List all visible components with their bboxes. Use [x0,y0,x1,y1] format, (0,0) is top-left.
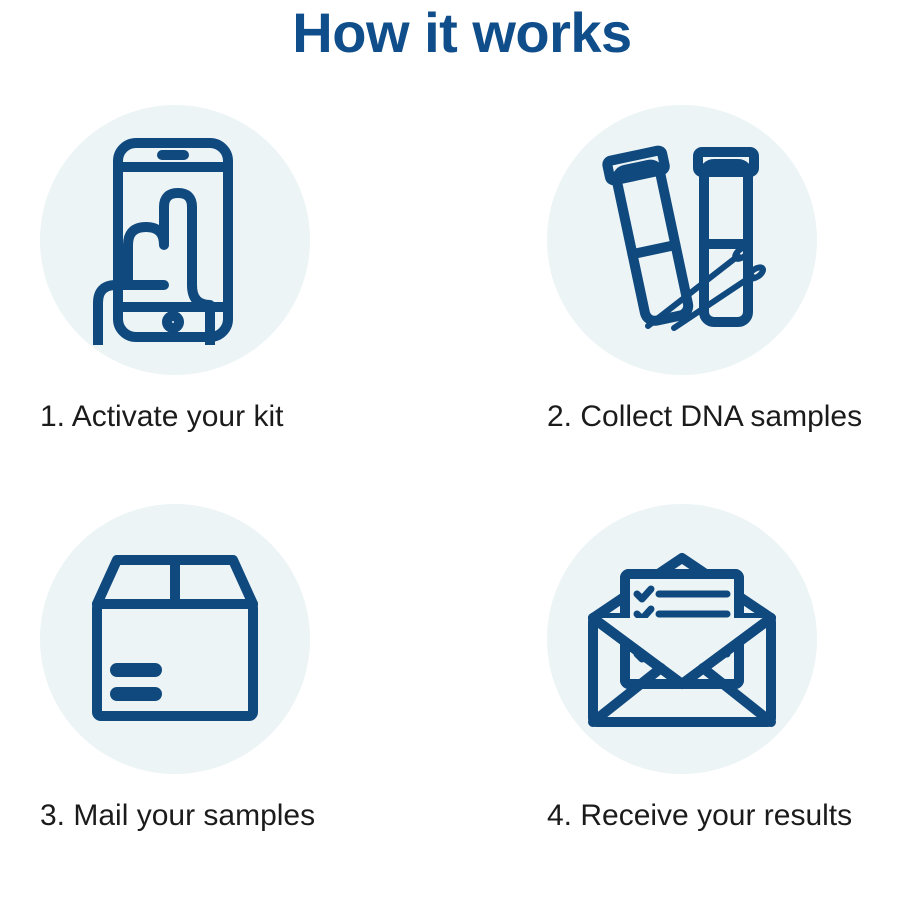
page-title: How it works [30,0,894,65]
step-circle [547,105,817,375]
step-mail: 3. Mail your samples [40,504,377,833]
step-results: 4. Receive your results [547,504,884,833]
box-icon [75,544,275,734]
step-activate: 1. Activate your kit [40,105,377,434]
test-tubes-icon [582,140,782,340]
step-label: 1. Activate your kit [40,400,283,434]
step-circle [40,105,310,375]
steps-grid: 1. Activate your kit [30,105,894,833]
step-label: 3. Mail your samples [40,799,315,833]
step-label: 2. Collect DNA samples [547,400,862,434]
phone-hand-icon [80,135,270,345]
step-circle [40,504,310,774]
step-label: 4. Receive your results [547,799,852,833]
step-circle [547,504,817,774]
envelope-results-icon [577,544,787,734]
step-collect: 2. Collect DNA samples [547,105,884,434]
